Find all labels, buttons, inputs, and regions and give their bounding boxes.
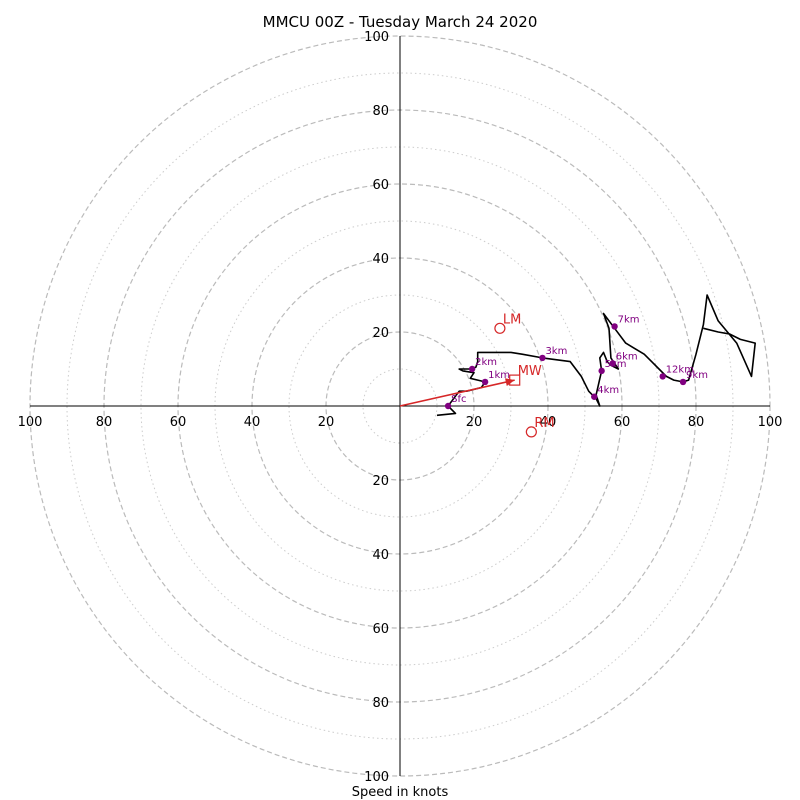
x-axis-label: Speed in knots <box>352 785 449 800</box>
x-tick-label: 20 <box>318 415 335 430</box>
storm-motion-markers: LM MW RM <box>494 312 555 438</box>
height-label: 7km <box>618 314 640 325</box>
x-tick-label: 20 <box>466 415 483 430</box>
storm-motion-label: RM <box>534 416 554 431</box>
height-dot <box>591 393 598 400</box>
storm-motion-label: LM <box>503 312 521 327</box>
height-dot <box>611 323 618 330</box>
y-tick-label: 100 <box>364 30 389 45</box>
x-tick-label: 40 <box>540 415 557 430</box>
x-tick-label: 100 <box>18 415 43 430</box>
height-label: 12km <box>666 364 694 375</box>
tick-labels: 100 100 80 80 60 60 40 40 20 20 20 20 40 40 60 60 80 80 10… <box>18 30 783 785</box>
height-dot <box>444 402 452 410</box>
height-dot <box>468 365 476 373</box>
height-label: 3km <box>545 346 567 357</box>
height-label: 6km <box>616 351 638 362</box>
y-tick-label: 20 <box>372 474 389 489</box>
height-dot <box>659 373 666 380</box>
height-label: 2km <box>475 357 497 368</box>
mean-wind-arrow <box>399 379 515 407</box>
y-tick-label: 40 <box>372 252 389 267</box>
storm-motion-marker <box>509 374 521 386</box>
height-dot <box>539 354 546 362</box>
height-label: Sfc <box>451 394 466 405</box>
y-tick-label: 80 <box>372 104 389 119</box>
x-tick-label: 60 <box>614 415 631 430</box>
height-label: 4km <box>597 385 619 396</box>
height-label: 1km <box>488 370 510 381</box>
x-tick-label: 60 <box>170 415 187 430</box>
height-dot <box>598 367 605 375</box>
height-label: 9km <box>686 370 708 381</box>
x-tick-label: 80 <box>96 415 113 430</box>
height-dot <box>679 378 687 386</box>
storm-motion-marker <box>525 426 537 438</box>
height-dot <box>609 360 616 367</box>
y-tick-label: 40 <box>372 548 389 563</box>
y-tick-label: 80 <box>372 696 389 711</box>
x-tick-label: 40 <box>244 415 261 430</box>
y-tick-label: 20 <box>372 326 389 341</box>
height-markers: Sfc1km2km3km4km5km6km7km12km9km <box>444 314 708 410</box>
y-tick-label: 60 <box>372 622 389 637</box>
wind-profile <box>436 294 757 417</box>
x-tick-label: 100 <box>758 415 783 430</box>
wind-profile-line <box>436 294 757 417</box>
y-tick-label: 100 <box>364 770 389 785</box>
x-tick-label: 80 <box>688 415 705 430</box>
storm-motion-label: MW <box>518 364 542 379</box>
storm-motion-marker <box>494 322 506 334</box>
y-tick-label: 60 <box>372 178 389 193</box>
chart-title: MMCU 00Z - Tuesday March 24 2020 <box>263 13 538 31</box>
height-dot <box>481 378 489 386</box>
